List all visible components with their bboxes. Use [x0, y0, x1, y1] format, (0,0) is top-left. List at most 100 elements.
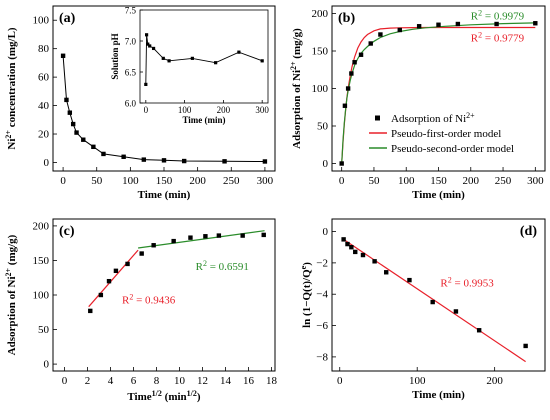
inset-chart: 0 100 200 300 6.0 6.5 7.0 7.5 Time (min) Solution… — [110, 6, 269, 126]
x-tick-label: 0 — [337, 375, 343, 387]
y-tick-label: 100 — [312, 83, 329, 95]
data-point — [74, 130, 79, 135]
x-tick-label: 6 — [131, 375, 137, 387]
y-tick-label: 0 — [323, 158, 329, 170]
x-tick-label: 250 — [223, 175, 240, 187]
data-point — [139, 251, 144, 256]
x-tick-label: 150 — [430, 175, 447, 187]
data-point — [188, 235, 193, 240]
y-tick-label: 50 — [317, 121, 329, 133]
intraparticle-fit-line-1 — [88, 249, 139, 308]
x-axis-title: Time1/2 (min1/2) — [127, 389, 200, 404]
data-point — [101, 151, 106, 157]
y-axis-title: Ni2+ concentration (mg/L) — [4, 27, 19, 150]
y-tick-label: −8 — [316, 351, 328, 363]
data-point — [358, 52, 364, 57]
x-tick-label: 2 — [85, 375, 91, 387]
inset-background — [140, 10, 268, 103]
x-tick-label: 4 — [108, 375, 114, 387]
data-point — [345, 86, 351, 91]
x-axis-title: Time (min) — [412, 189, 465, 201]
x-tick-label: 0 — [60, 175, 66, 187]
data-point — [342, 103, 348, 108]
data-point — [261, 232, 266, 238]
data-point — [171, 238, 176, 244]
legend-marker — [375, 115, 380, 121]
x-tick-label: 14 — [220, 375, 232, 387]
data-point — [339, 161, 344, 166]
pseudo-second-order-line — [341, 22, 536, 164]
panel-label: (b) — [338, 11, 355, 26]
data-point — [141, 157, 147, 162]
data-point — [368, 41, 373, 46]
y-tick-label: 200 — [33, 220, 50, 232]
data-point — [121, 154, 126, 159]
data-point — [345, 241, 350, 247]
data-point — [240, 233, 245, 238]
data-point — [222, 159, 227, 164]
data-point — [349, 71, 354, 76]
y-axis-title: Adsorption of Ni2+ (mg/g) — [4, 234, 19, 355]
x-tick-label: 200 — [486, 375, 503, 387]
x-tick-label: 18 — [266, 375, 278, 387]
y-tick-label: 7.0 — [125, 37, 137, 47]
data-point — [378, 32, 383, 37]
panel-a-chart: 0 50 100 150 200 250 300 0 20 40 60 80 100 (a) Time (m… — [4, 5, 276, 201]
inset-data-point — [151, 46, 156, 51]
legend: Adsorption of Ni2+ Pseudo-first-order mod… — [369, 111, 514, 155]
data-point — [533, 21, 538, 26]
y-tick-label: 150 — [33, 255, 50, 267]
x-tick-label: 250 — [495, 175, 512, 187]
x-tick-label: 300 — [257, 175, 274, 187]
y-tick-label: 100 — [33, 15, 50, 27]
x-axis-title: Time (min) — [412, 389, 465, 401]
x-tick-label: 12 — [197, 375, 208, 387]
inset-data-point — [148, 44, 152, 48]
y-tick-label: 0 — [323, 226, 329, 238]
y-axis-title: ln (1−Q(t)/Qe) — [299, 262, 314, 328]
x-tick-label: 8 — [154, 375, 160, 387]
y-tick-label: 150 — [312, 46, 329, 58]
data-point — [416, 24, 422, 29]
data-point — [81, 137, 86, 142]
x-tick-label: 50 — [368, 175, 380, 187]
data-point — [64, 97, 69, 103]
data-point — [106, 278, 112, 284]
y-tick-label: 6.0 — [125, 99, 137, 109]
x-tick-label: 50 — [91, 175, 103, 187]
data-point — [384, 270, 389, 275]
data-point — [455, 21, 461, 27]
data-point — [341, 237, 346, 242]
inset-data-point — [144, 82, 148, 86]
x-tick-label: 100 — [122, 175, 139, 187]
data-point — [436, 22, 441, 27]
x-tick-label: 10 — [174, 375, 186, 387]
r-squared-annotation: R2 = 0.6591 — [196, 259, 249, 274]
x-tick-label: 300 — [255, 105, 269, 115]
x-tick-label: 100 — [398, 175, 415, 187]
data-point — [67, 110, 73, 115]
data-point — [60, 53, 66, 58]
data-point — [91, 144, 96, 150]
data-point — [125, 261, 130, 267]
y-tick-label: 50 — [38, 324, 50, 336]
y-tick-label: 100 — [33, 290, 50, 302]
y-axis-title: Adsorption of Ni2+ (mg/g) — [289, 28, 304, 149]
data-point — [360, 252, 366, 258]
y-tick-label: −4 — [316, 289, 328, 301]
x-tick-label: 200 — [463, 175, 480, 187]
inset-data-point — [167, 59, 171, 63]
panel-label: (a) — [59, 11, 76, 26]
x-tick-label: 300 — [527, 175, 544, 187]
r-squared-annotation: R2 = 0.9436 — [122, 292, 176, 307]
panel-label: (c) — [59, 224, 75, 239]
panel-c-chart: 0 2 4 6 8 10 12 14 16 18 0 50 100 150 200 R2 = 0.9436 R2… — [4, 218, 278, 404]
data-point — [88, 308, 93, 314]
r-squared-annotation: R2 = 0.9953 — [440, 275, 494, 290]
inset-data-point — [146, 42, 150, 46]
r-squared-annotation: R2 = 0.9979 — [471, 8, 525, 23]
x-axis-title: Time (min) — [138, 189, 191, 201]
data-point — [181, 158, 187, 164]
x-tick-label: 16 — [243, 375, 255, 387]
